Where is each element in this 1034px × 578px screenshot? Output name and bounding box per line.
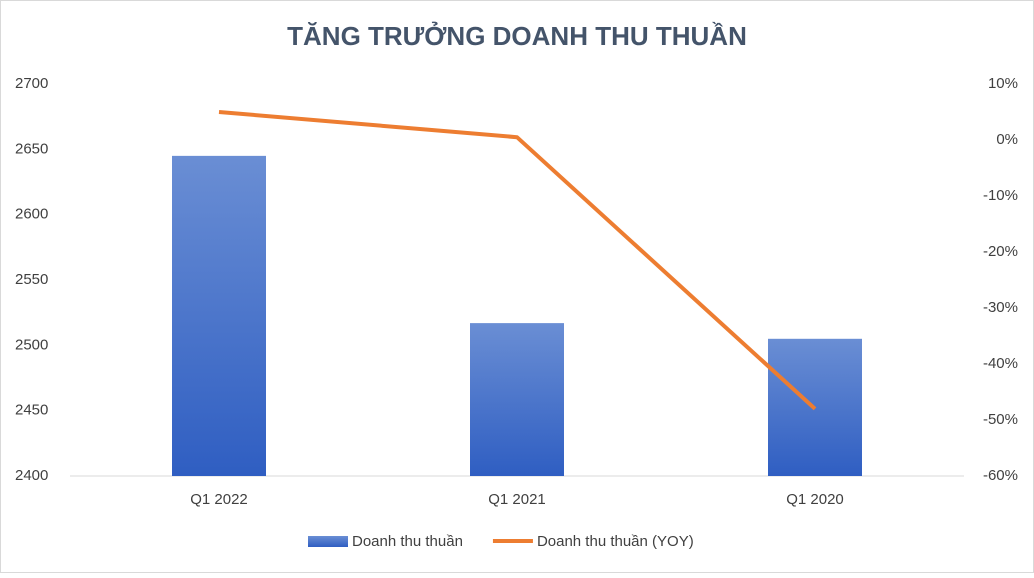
bar xyxy=(172,155,266,476)
y-tick-label: 2650 xyxy=(15,140,48,157)
line xyxy=(218,110,817,411)
x-tick-label: Q1 2021 xyxy=(488,491,546,508)
y-tick-label: 2400 xyxy=(15,467,48,484)
y2-tick-label: 10% xyxy=(988,75,1018,92)
x-tick-label: Q1 2022 xyxy=(190,491,248,508)
bar xyxy=(470,323,564,476)
chart-title: TĂNG TRƯỞNG DOANH THU THUẦN xyxy=(287,20,747,51)
y2-tick-label: 0% xyxy=(996,131,1018,148)
y2-tick-label: -60% xyxy=(983,467,1018,484)
x-tick-label: Q1 2020 xyxy=(786,491,844,508)
y-tick-label: 2600 xyxy=(15,206,48,223)
y2-tick-label: -20% xyxy=(983,243,1018,260)
y2-tick-label: -50% xyxy=(983,411,1018,428)
y-tick-label: 2500 xyxy=(15,336,48,353)
y2-tick-label: -30% xyxy=(983,299,1018,316)
y2-tick-label: -10% xyxy=(983,187,1018,204)
legend-label: Doanh thu thuần xyxy=(352,533,463,550)
y2-tick-label: -40% xyxy=(983,355,1018,372)
legend-label: Doanh thu thuần (YOY) xyxy=(537,533,694,550)
y-tick-label: 2450 xyxy=(15,402,48,419)
y-tick-label: 2700 xyxy=(15,75,48,92)
legend-swatch xyxy=(308,536,348,547)
y-tick-label: 2550 xyxy=(15,271,48,288)
